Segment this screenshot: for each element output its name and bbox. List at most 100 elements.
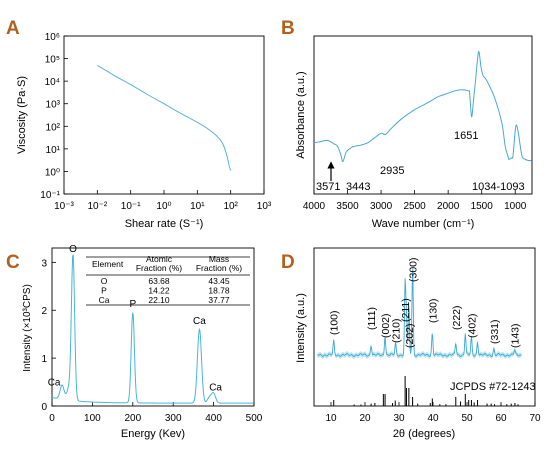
table-cell-atomic: 22.10: [148, 295, 170, 305]
chart-c-ytick-label: 2: [41, 306, 47, 317]
table-header-element: Element: [92, 259, 124, 269]
chart-d-xtick-label: 30: [393, 413, 405, 424]
chart-a-xtick-label: 10⁰: [156, 201, 171, 212]
table-cell-element: Ca: [99, 295, 110, 305]
chart-a-ytick-label: 10⁰: [45, 167, 60, 178]
chart-b-xtick-label: 4000: [303, 201, 326, 212]
chart-b-annotation-3571: 3571: [316, 181, 340, 193]
chart-a-xtick-label: 10²: [223, 201, 238, 212]
panel-letter-a: A: [6, 18, 20, 39]
chart-c-peak-label: Ca: [48, 378, 61, 389]
table-header-mass-line1: Mass: [209, 254, 229, 264]
chart-c-ytick-label: 0: [41, 402, 47, 413]
chart-d-hkl-label: (130): [427, 298, 439, 323]
chart-c-peak-label: Ca: [209, 382, 222, 393]
chart-b-xtick-label: 3500: [336, 201, 359, 212]
chart-d-hkl-label: (002): [380, 313, 392, 338]
table-cell-element: O: [101, 276, 108, 286]
chart-a-frame: [63, 35, 265, 195]
chart-c-peak-label: O: [69, 244, 77, 255]
chart-c-peak-label: Ca: [193, 316, 206, 327]
chart-d-ylabel: Intensity (a.u.): [295, 293, 307, 363]
chart-d-xtick-label: 60: [495, 413, 507, 424]
chart-a-ytick-label: 10⁵: [45, 55, 60, 66]
chart-a-ytick-label: 10⁶: [45, 32, 60, 43]
chart-b-annotation-1034-1093: 1034-1093: [472, 181, 525, 193]
chart-d-reference-label: JCPDS #72-1243: [450, 381, 536, 393]
chart-a-xtick-label: 10⁻³: [54, 201, 74, 212]
chart-d-xtick-label: 70: [529, 413, 541, 424]
chart-b-ftir-spectrum: [313, 51, 532, 163]
table-cell-atomic: 63.68: [148, 276, 170, 286]
chart-b: 4000 3500 3000 2500 2000 1500 1000 3571 3443 2…: [295, 35, 533, 230]
chart-b-xtick-label: 2500: [403, 201, 426, 212]
chart-a-ytick-label: 10⁻¹: [40, 190, 60, 201]
chart-c-xtick-label: 500: [246, 413, 263, 424]
chart-d-hkl-label: (211): [400, 298, 412, 322]
table-cell-mass: 18.78: [208, 286, 230, 296]
chart-c-xtick-label: 400: [205, 413, 222, 424]
chart-a-ylabel: Viscosity (Pa·S): [16, 76, 28, 154]
chart-d-hkl-label: (300): [408, 257, 420, 282]
chart-b-annotation-2935: 2935: [380, 165, 404, 177]
chart-b-xtick-label: 1000: [504, 201, 527, 212]
chart-d-hkl-label: (111): [366, 307, 378, 330]
chart-a-xtick-label: 10¹: [190, 201, 205, 212]
chart-c-ytick-label: 1: [41, 354, 47, 365]
chart-a-xlabel: Shear rate (S⁻¹): [125, 218, 204, 230]
chart-c-xtick-label: 300: [165, 413, 182, 424]
chart-c-xtick-label: 0: [49, 413, 55, 424]
chart-d-frame: [313, 247, 536, 407]
chart-a-ytick-label: 10¹: [46, 145, 61, 156]
chart-b-xtick-label: 1500: [471, 201, 494, 212]
chart-a: 10⁻³ 10⁻² 10⁻¹ 10⁰ 10¹ 10² 10³ 10⁻¹ 10⁰ 10¹ 10² 10³…: [16, 32, 272, 230]
table-cell-mass: 37.77: [208, 295, 230, 305]
panel-letter-d: D: [281, 252, 295, 273]
chart-c-eds-spectrum: [51, 254, 254, 404]
chart-c-peak-label: P: [129, 299, 136, 310]
chart-d-xtick-label: 40: [427, 413, 439, 424]
chart-a-xtick-label: 10³: [257, 201, 272, 212]
chart-d-xtick-label: 10: [325, 413, 337, 424]
chart-c-ylabel: Intensity (×10³CPS): [22, 284, 33, 372]
table-header-atomic-line2: Fraction (%): [136, 263, 182, 273]
chart-d-hkl-label: (100): [329, 310, 341, 335]
chart-d: 10 20 30 40 50 60 70 (100) (111) (002)(210)(211)…: [295, 247, 541, 440]
chart-c-frame: [51, 247, 255, 407]
chart-c-xlabel: Energy (Kev): [121, 428, 185, 440]
chart-a-xtick-label: 10⁻²: [87, 201, 107, 212]
table-header-mass-line2: Fraction (%): [196, 263, 242, 273]
chart-c-xtick-label: 100: [84, 413, 101, 424]
chart-a-xtick-label: 10⁻¹: [121, 201, 141, 212]
panel-letter-b: B: [281, 18, 295, 39]
chart-d-xtick-label: 50: [461, 413, 473, 424]
chart-c-xtick-label: 200: [124, 413, 141, 424]
chart-d-hkl-label: (202): [404, 323, 416, 348]
chart-b-xtick-label: 3000: [370, 201, 393, 212]
chart-a-viscosity-curve: [97, 64, 232, 171]
chart-b-xtick-label: 2000: [437, 201, 460, 212]
chart-a-ytick-label: 10⁴: [45, 77, 60, 88]
chart-d-hkl-label: (143): [510, 323, 522, 348]
chart-b-annotation-3443: 3443: [346, 181, 370, 193]
chart-b-xlabel: Wave number (cm⁻¹): [372, 218, 475, 230]
chart-c-composition-table: Element Atomic Fraction (%) Mass Fractio…: [86, 254, 250, 306]
chart-a-ytick-label: 10²: [46, 122, 61, 133]
chart-b-ylabel: Absorbance (a.u.): [295, 71, 307, 158]
chart-b-annotation-1651: 1651: [454, 130, 478, 142]
chart-d-hkl-label: (222): [451, 305, 463, 330]
table-cell-element: P: [101, 286, 107, 296]
chart-d-xlabel: 2θ (degrees): [393, 428, 455, 440]
chart-d-xtick-label: 20: [359, 413, 371, 424]
table-header-atomic-line1: Atomic: [146, 254, 173, 264]
chart-d-hkl-label: (331): [489, 319, 501, 344]
table-cell-mass: 43.45: [208, 276, 230, 286]
panel-letter-c: C: [6, 252, 20, 273]
chart-a-ytick-label: 10³: [46, 100, 61, 111]
chart-b-frame: [313, 35, 533, 195]
table-cell-atomic: 14.22: [148, 286, 170, 296]
chart-d-xrd-pattern: [317, 268, 522, 357]
chart-d-hkl-label: (402): [466, 313, 478, 338]
